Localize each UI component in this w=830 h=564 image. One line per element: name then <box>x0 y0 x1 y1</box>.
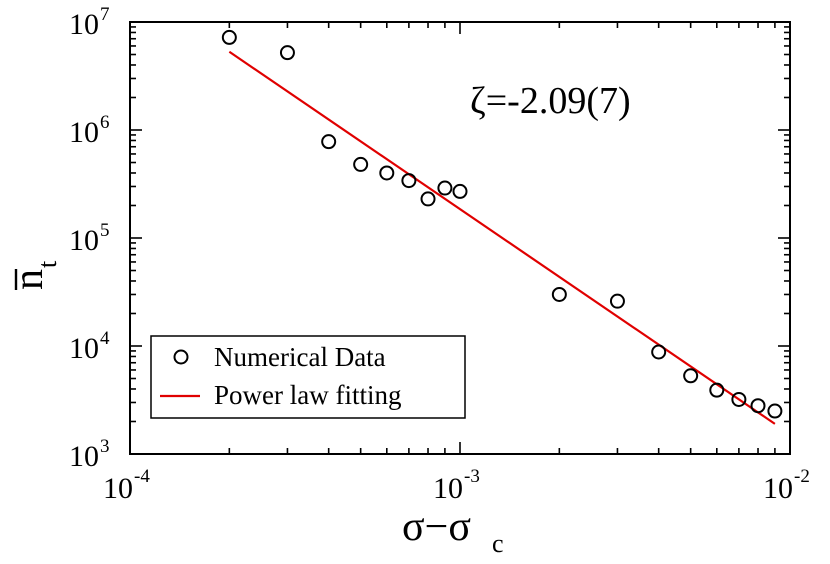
y-axis-label-subscript: t <box>33 260 62 268</box>
y-tick-exponent: 7 <box>100 4 110 25</box>
data-point <box>651 344 667 360</box>
legend-marker-numerical-data <box>173 349 189 365</box>
data-point <box>609 293 625 309</box>
y-tick-base: 10 <box>69 116 99 149</box>
x-tick-base: 10 <box>103 472 133 505</box>
data-point <box>709 382 725 398</box>
x-axis-label: σ−σ c <box>402 504 504 558</box>
y-tick-base: 10 <box>69 224 99 257</box>
data-point <box>321 134 337 150</box>
y-tick-label: 10 7 <box>69 4 110 41</box>
x-tick-exponent: -2 <box>794 466 810 487</box>
x-axis-label-subscript: c <box>492 529 504 558</box>
x-tick-label: 10 -4 <box>103 466 150 505</box>
y-tick-exponent: 4 <box>100 328 110 349</box>
data-point <box>401 173 417 189</box>
data-point <box>379 165 395 181</box>
x-tick-exponent: -3 <box>464 466 480 487</box>
x-tick-base: 10 <box>433 472 463 505</box>
y-axis-label-main: n <box>6 269 52 290</box>
data-point <box>767 403 783 419</box>
exponent-annotation: ζ=-2.09(7) <box>470 80 631 122</box>
tick-labels: 10 -4 10 -3 10 -210 310 410 510 610 7 <box>69 4 810 505</box>
x-axis-label-main: σ−σ <box>402 504 471 550</box>
x-tick-exponent: -4 <box>134 466 150 487</box>
data-point <box>437 180 453 196</box>
data-point <box>353 156 369 172</box>
y-tick-label: 10 3 <box>69 436 110 473</box>
y-tick-base: 10 <box>69 332 99 365</box>
data-point <box>279 45 295 61</box>
data-points <box>221 29 783 419</box>
y-tick-label: 10 5 <box>69 220 110 257</box>
legend-box <box>150 335 466 419</box>
power-law-fit-line <box>228 50 776 425</box>
x-tick-base: 10 <box>763 472 793 505</box>
data-point <box>452 183 468 199</box>
data-point <box>750 398 766 414</box>
y-tick-exponent: 3 <box>100 436 110 457</box>
y-tick-exponent: 6 <box>100 112 110 133</box>
legend-label-numerical-data: Numerical Data <box>214 342 386 372</box>
legend-label-power-law: Power law fitting <box>214 380 401 410</box>
y-tick-label: 10 6 <box>69 112 110 149</box>
data-point <box>731 391 747 407</box>
data-point <box>420 191 436 207</box>
x-tick-label: 10 -3 <box>433 466 480 505</box>
data-point <box>551 286 567 302</box>
data-point <box>683 368 699 384</box>
legend: Numerical Data Power law fitting <box>150 335 466 419</box>
y-tick-base: 10 <box>69 440 99 473</box>
y-axis-label: n t <box>6 260 62 290</box>
y-tick-label: 10 4 <box>69 328 110 365</box>
x-tick-label: 10 -2 <box>763 466 810 505</box>
axis-ticks <box>129 21 791 455</box>
data-point <box>221 29 237 45</box>
y-tick-exponent: 5 <box>100 220 110 241</box>
y-tick-base: 10 <box>69 8 99 41</box>
